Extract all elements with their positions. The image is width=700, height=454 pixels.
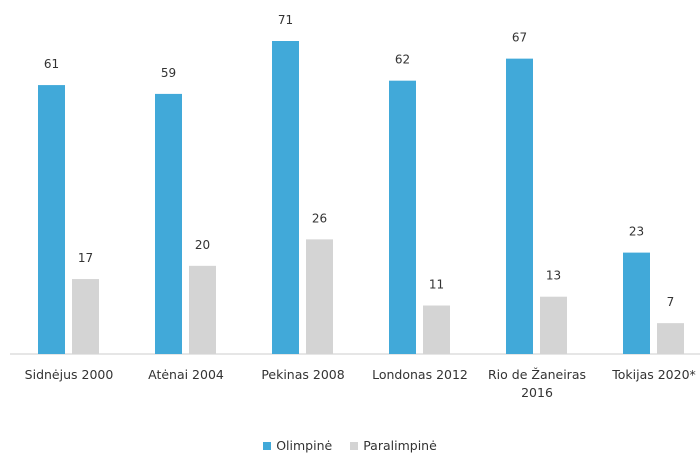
legend-item: Olimpinė [263,438,332,453]
legend-label: Olimpinė [276,438,333,453]
bar [272,41,299,354]
bar [389,80,416,354]
x-tick-label: Rio de Žaneiras 2016 [488,367,586,400]
data-label: 17 [78,251,93,265]
data-label: 11 [429,278,444,292]
legend-label: Paralimpinė [363,438,437,453]
data-label: 13 [546,269,561,283]
legend-swatch [263,441,272,450]
bar [155,93,182,355]
bar [189,265,216,354]
data-label: 67 [512,31,527,45]
data-label: 7 [667,295,675,309]
data-label: 23 [629,225,644,239]
legend-item: Paralimpinė [350,438,437,453]
x-tick-label: Pekinas 2008 [261,367,345,382]
bar [423,305,450,354]
data-label: 26 [312,211,327,225]
x-tick-label: Atėnai 2004 [148,367,224,382]
bar [623,252,650,354]
data-label: 61 [44,57,59,71]
x-tick-label: Tokijas 2020* [612,367,696,382]
x-tick-label: Sidnėjus 2000 [24,367,114,382]
legend: Olimpinė Paralimpinė [0,438,700,453]
bar [38,85,65,355]
plot: 61 17 59 20 71 26 62 11 67 13 23 7 [10,13,700,355]
x-tick-label: Londonas 2012 [372,367,468,382]
bar [72,279,99,354]
data-label: 20 [195,238,210,252]
bar [506,58,533,355]
legend-swatch [350,441,359,450]
bar [306,239,333,354]
bar [657,323,684,354]
data-label: 59 [161,66,176,80]
bar [540,296,567,354]
data-label: 62 [395,53,410,67]
data-label: 71 [278,13,293,27]
